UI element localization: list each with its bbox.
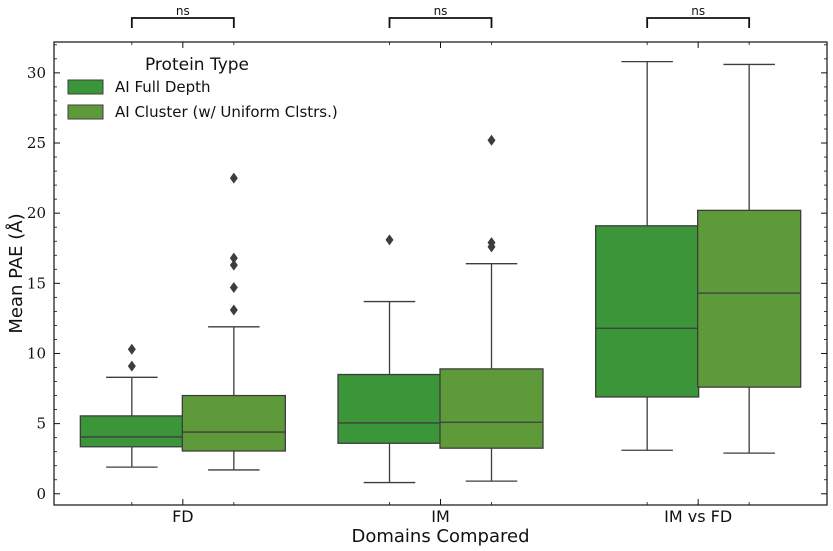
box-fd-ai-cluster-w-uniform-clstrs <box>181 172 286 471</box>
box-series <box>79 60 802 484</box>
iqr-box <box>439 368 544 449</box>
legend: Protein Type AI Full Depth AI Cluster (w… <box>67 55 338 121</box>
x-tick-label-fd: FD <box>172 507 194 526</box>
y-tick-label: 30 <box>27 64 46 82</box>
iqr-box <box>595 225 700 398</box>
legend-label-ai-full-depth: AI Full Depth <box>115 78 211 96</box>
iqr-box <box>79 415 184 448</box>
legend-swatch-ai-cluster <box>67 104 104 120</box>
outlier-point <box>127 360 136 372</box>
box-im-vs-fd-ai-full-depth <box>595 60 700 451</box>
y-tick-label: 25 <box>27 134 46 152</box>
outlier-point <box>385 234 394 246</box>
box-fd-ai-full-depth <box>79 343 184 468</box>
y-tick-label: 5 <box>36 415 46 433</box>
outlier-point <box>487 237 496 249</box>
legend-title: Protein Type <box>145 55 249 75</box>
axis-ticks: 0 5 10 15 20 25 30 FD IM IM vs FD <box>27 42 827 526</box>
iqr-box <box>337 373 442 444</box>
y-axis-label: Mean PAE (Å) <box>5 213 27 333</box>
significance-label-fd: ns <box>176 4 190 18</box>
significance-label-im: ns <box>434 4 448 18</box>
iqr-box <box>181 394 286 452</box>
outlier-point <box>127 343 136 355</box>
outlier-point <box>229 259 238 271</box>
outlier-point <box>229 252 238 264</box>
box-im-ai-cluster-w-uniform-clstrs <box>439 134 544 482</box>
outlier-point <box>229 282 238 294</box>
y-tick-label: 10 <box>27 344 46 362</box>
x-tick-label-im: IM <box>431 507 450 526</box>
significance-bracket-fd <box>130 17 235 28</box>
y-tick-label: 20 <box>27 204 46 222</box>
box-im-vs-fd-ai-cluster-w-uniform-clstrs <box>697 63 802 454</box>
box-im-ai-full-depth <box>337 234 442 484</box>
significance-label-im-vs-fd: ns <box>691 4 705 18</box>
x-axis-label: Domains Compared <box>351 526 529 547</box>
iqr-box <box>697 209 802 388</box>
y-tick-label: 15 <box>27 274 46 292</box>
significance-bracket-im-vs-fd <box>646 17 751 28</box>
significance-bracket-im <box>388 17 493 28</box>
y-tick-label: 0 <box>36 485 46 503</box>
x-tick-label-im-vs-fd: IM vs FD <box>664 507 732 526</box>
outlier-point <box>229 172 238 184</box>
legend-label-ai-cluster: AI Cluster (w/ Uniform Clstrs.) <box>115 103 338 121</box>
outlier-point <box>229 304 238 316</box>
series-ai-cluster-w-uniform-clstrs <box>181 63 802 482</box>
significance-annotations: ns ns ns <box>130 4 751 28</box>
outlier-point <box>487 134 496 146</box>
series-ai-full-depth <box>79 60 700 484</box>
legend-swatch-ai-full-depth <box>67 79 104 95</box>
